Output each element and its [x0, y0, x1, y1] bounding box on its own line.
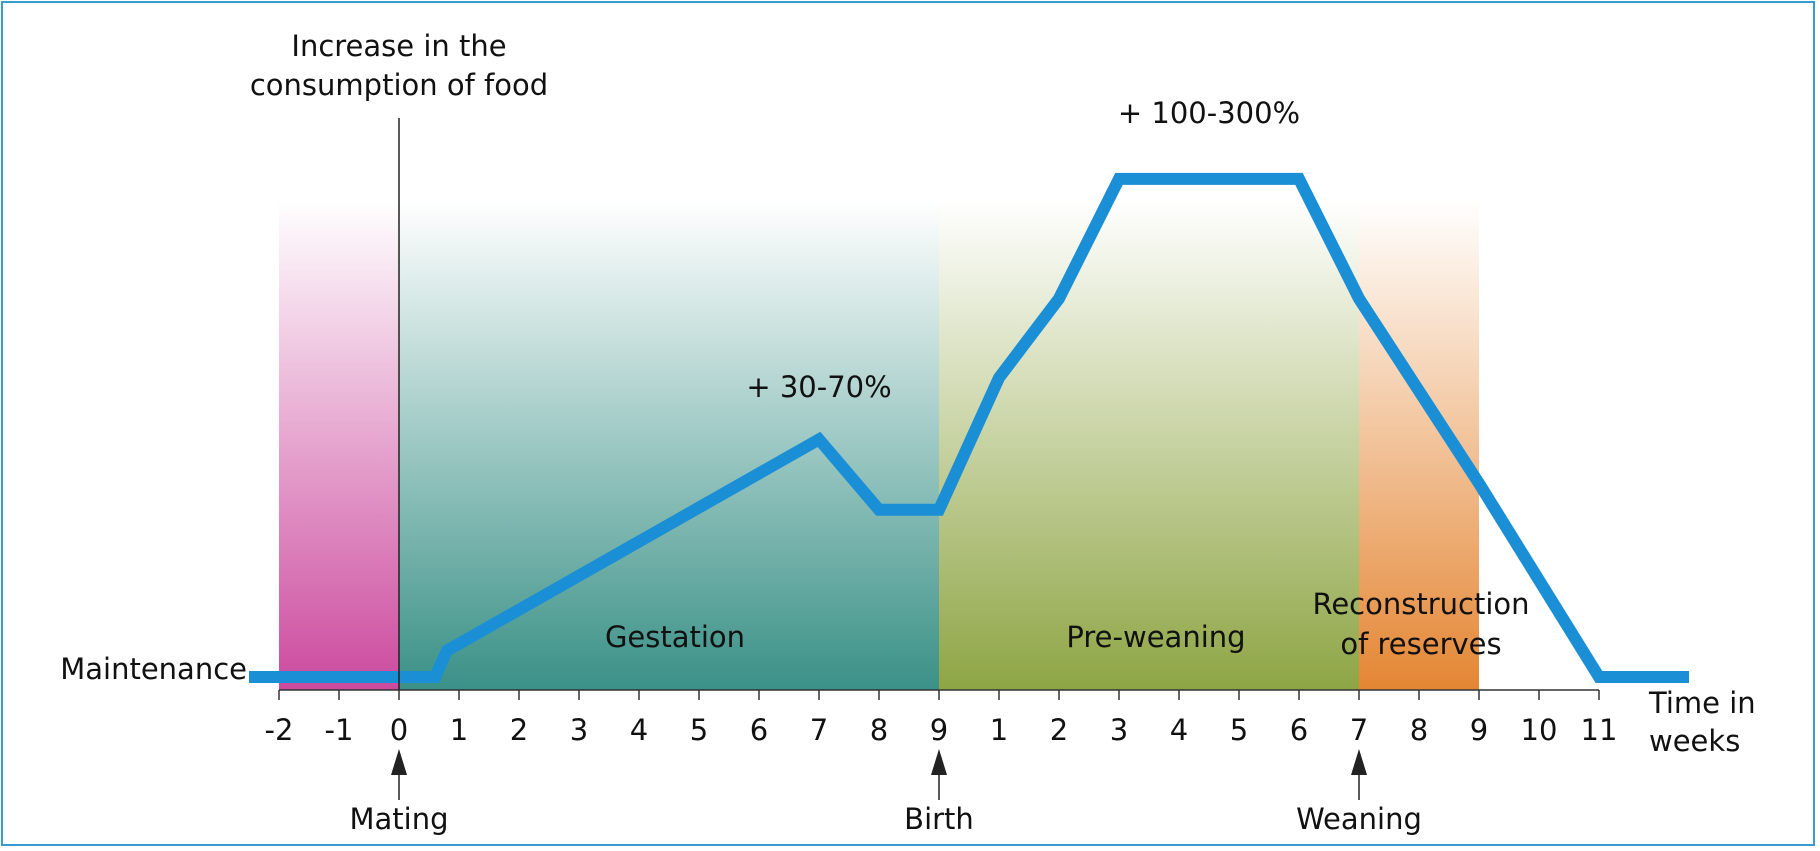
chart-title: consumption of food	[250, 68, 548, 102]
event-arrowhead-weaning	[1351, 749, 1367, 775]
annotation-peak-lactation: + 100-300%	[1118, 96, 1300, 130]
x-tick-label: 0	[390, 713, 408, 747]
region-gestation	[399, 133, 939, 690]
event-arrowhead-mating	[391, 749, 407, 775]
event-markers: Mating Birth Weaning	[349, 749, 1422, 836]
region-label-reconstruction: Reconstruction	[1312, 587, 1529, 621]
region-label-gestation: Gestation	[605, 620, 745, 654]
x-tick-label: 2	[510, 713, 528, 747]
series-line-0	[249, 172, 1689, 683]
x-tick-label: 6	[750, 713, 768, 747]
x-tick-label: -2	[265, 713, 294, 747]
x-tick-label: 1	[450, 713, 468, 747]
x-tick-label: 9	[1470, 713, 1488, 747]
chart-text: Increase in the consumption of food Mainte…	[60, 29, 1755, 758]
event-label-mating: Mating	[349, 802, 448, 836]
baseline-label: Maintenance	[60, 652, 247, 686]
phase-labels: Gestation Pre-weaning Reconstruction of res…	[605, 587, 1530, 661]
region-reconstruction	[1359, 133, 1479, 690]
x-tick-label: -1	[325, 713, 354, 747]
x-tick-label: 8	[1410, 713, 1428, 747]
x-tick-label: 1	[990, 713, 1008, 747]
x-tick-label: 4	[630, 713, 648, 747]
x-tick-label: 5	[1230, 713, 1248, 747]
annotation-peak-gestation: + 30-70%	[746, 370, 891, 404]
region-label-reconstruction: of reserves	[1340, 627, 1501, 661]
region-pre-mating	[279, 133, 399, 690]
x-tick-label: 4	[1170, 713, 1188, 747]
x-tick-label: 6	[1290, 713, 1308, 747]
x-tick-label: 3	[1110, 713, 1128, 747]
food-consumption-chart: Gestation Pre-weaning Reconstruction of res…	[60, 29, 1755, 836]
x-axis-label: Time in	[1648, 686, 1756, 720]
x-tick-label: 7	[1350, 713, 1368, 747]
annotations: + 30-70% + 100-300%	[746, 96, 1300, 404]
region-pre-weaning	[939, 133, 1359, 690]
phase-regions	[279, 133, 1479, 690]
x-tick-label: 9	[930, 713, 948, 747]
x-tick-label: 8	[870, 713, 888, 747]
x-tick-label: 7	[810, 713, 828, 747]
x-tick-labels: -2 -1 0 1 2 3 4 5 6 7 8 9 1 2 3 4 5 6 7 8 9 10 11	[265, 713, 1618, 747]
x-tick-label: 11	[1581, 713, 1618, 747]
x-axis	[278, 689, 1600, 700]
x-tick-label: 5	[690, 713, 708, 747]
x-tick-label: 3	[570, 713, 588, 747]
series-lines	[249, 172, 1689, 683]
x-tick-label: 10	[1521, 713, 1558, 747]
event-label-birth: Birth	[904, 802, 974, 836]
region-label-pre-weaning: Pre-weaning	[1066, 620, 1245, 654]
x-axis-label: weeks	[1649, 724, 1740, 758]
chart-title: Increase in the	[291, 29, 506, 63]
x-tick-label: 2	[1050, 713, 1068, 747]
event-label-weaning: Weaning	[1296, 802, 1422, 836]
event-arrowhead-birth	[931, 749, 947, 775]
